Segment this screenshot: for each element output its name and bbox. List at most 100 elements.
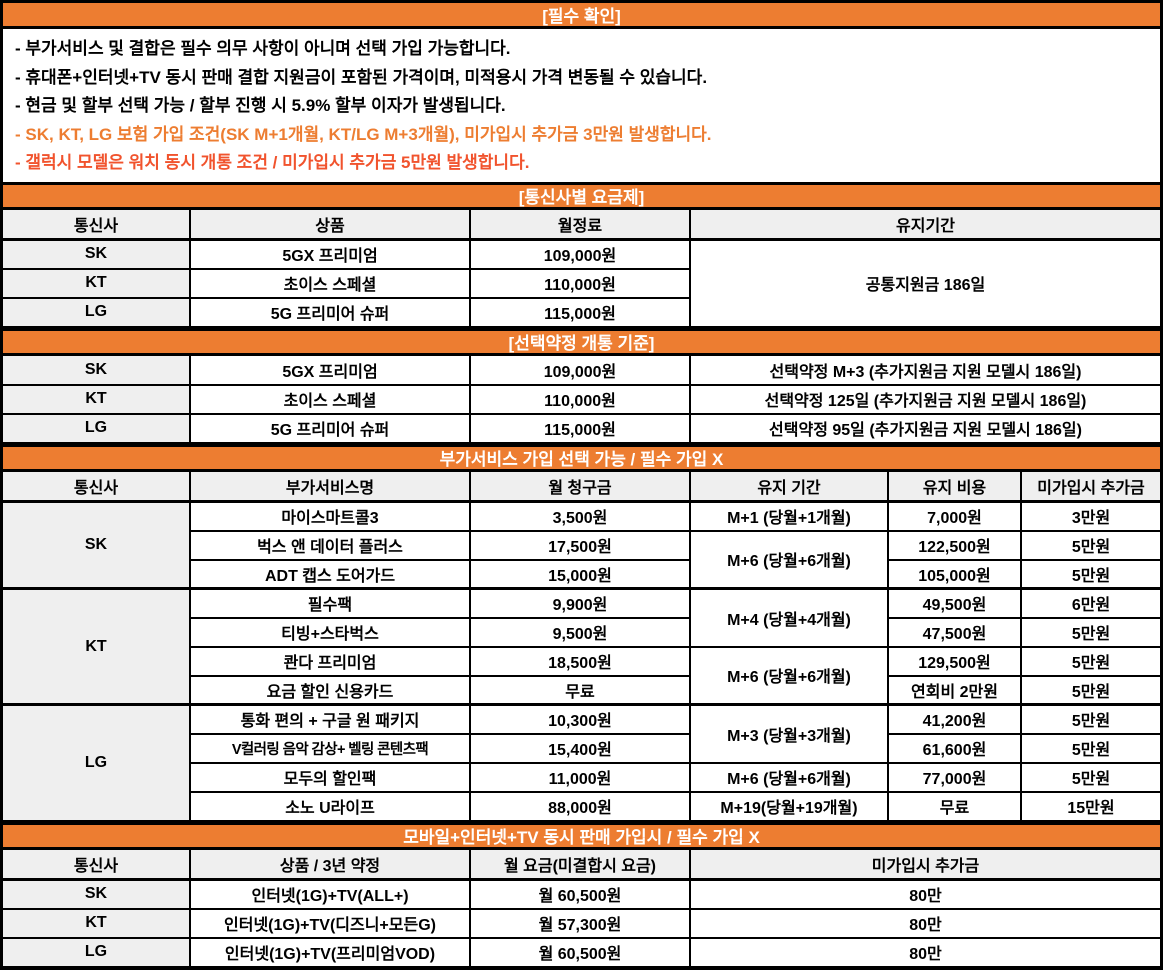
addons-table: 통신사 부가서비스명 월 청구금 유지 기간 유지 비용 미가입시 추가금 SK… [3,471,1160,822]
cell-carrier: SK [3,355,191,386]
cell-fee: 15,000원 [469,558,691,590]
table-header-row: 통신사 부가서비스명 월 청구금 유지 기간 유지 비용 미가입시 추가금 [3,471,1160,503]
cell-bundle-product: 인터넷(1G)+TV(프리미엄VOD) [189,936,471,967]
cell-bundle-product: 인터넷(1G)+TV(디즈니+모든G) [189,907,471,939]
cell-price: 110,000원 [469,267,690,299]
cell-carrier: KT [3,907,191,939]
cell-penalty: 5만원 [1020,732,1160,764]
col-header-carrier: 통신사 [3,471,191,503]
table-row: 콴다 프리미엄 18,500원 M+6 (당월+6개월) 129,500원 5만… [3,645,1160,706]
cell-price: 109,000원 [469,355,691,386]
cell-addon-name: 모두의 할인팩 [190,761,471,793]
cell-penalty: 5만원 [1020,645,1160,677]
cell-penalty: 15만원 [1020,790,1160,822]
cell-product: 5G 프리미어 슈퍼 [189,296,471,328]
cell-carrier: SK [3,238,191,270]
table-row: 모두의 할인팩 11,000원 M+6 (당월+6개월) 77,000원 5만원 [3,761,1160,793]
bundle-table: 통신사 상품 / 3년 약정 월 요금(미결합시 요금) 미가입시 추가금 SK… [3,849,1160,967]
table-row: 소노 U라이프 88,000원 M+19(당월+19개월) 무료 15만원 [3,790,1160,822]
cell-addon-name: V컬러링 음악 감상+ 벨링 콘텐츠팩 [190,732,471,764]
cell-fee: 88,000원 [469,790,691,822]
cell-product: 초이스 스페셜 [189,267,471,299]
cell-contract-terms: 선택약정 125일 (추가지원금 지원 모델시 186일) [689,383,1160,415]
cell-price: 월 60,500원 [469,936,691,967]
cell-penalty: 80만 [689,878,1160,910]
banner-title: 모바일+인터넷+TV 동시 판매 가입시 / 필수 가입 X [403,828,760,847]
table-row: SK 5GX 프리미엄 109,000원 공통지원금 186일 [3,238,1160,328]
cell-cost: 77,000원 [887,761,1022,793]
cell-price: 월 60,500원 [469,878,691,910]
col-header-penalty: 미가입시 추가금 [689,849,1160,881]
col-header-monthly-fee: 월정료 [469,209,691,241]
col-header-monthly-fee: 월 요금(미결합시 요금) [469,849,691,881]
notice-item: - 현금 및 할부 선택 가능 / 할부 진행 시 5.9% 할부 이자가 발생… [15,96,506,115]
table-row: KT 인터넷(1G)+TV(디즈니+모든G) 월 57,300원 80만 [3,907,1160,939]
table-row: KT 초이스 스페셜 110,000원 [3,267,1160,299]
col-header-monthly-charge: 월 청구금 [469,471,691,503]
cell-addon-name: 통화 편의 + 구글 원 패키지 [189,703,471,735]
cell-product: 5GX 프리미엄 [189,238,471,270]
cell-carrier: SK [3,878,191,910]
table-row: KT 필수팩 9,900원 M+4 (당월+4개월) 49,500원 6만원 [3,587,1160,706]
cell-price: 115,000원 [469,412,691,444]
cell-price: 115,000원 [469,296,690,328]
cell-price: 110,000원 [469,383,691,415]
cell-carrier: KT [3,267,191,299]
col-header-keep-cost: 유지 비용 [887,471,1022,503]
table-row: SK 마이스마트콜3 3,500원 M+1 (당월+1개월) 7,000원 3만… [3,500,1160,590]
cell-penalty: 3만원 [1020,500,1160,532]
cell-product: 5GX 프리미엄 [189,355,471,386]
notice-item-galaxy-watch: - 갤럭시 모델은 워치 동시 개통 조건 / 미가입시 추가금 5만원 발생합… [15,153,530,172]
cell-cost: 122,500원 [887,529,1022,561]
cell-addon-name: 소노 U라이프 [190,790,471,822]
cell-cost: 7,000원 [887,500,1022,532]
cell-cost: 61,600원 [887,732,1022,764]
cell-period: M+3 (당월+3개월) [689,703,889,764]
cell-penalty: 6만원 [1020,587,1160,619]
table-row: 벅스 앤 데이터 플러스 17,500원 M+6 (당월+6개월) 122,50… [3,529,1160,590]
table-row: SK 인터넷(1G)+TV(ALL+) 월 60,500원 80만 [3,878,1160,910]
cell-shared-period: 공통지원금 186일 [689,238,1160,328]
table-row: KT 초이스 스페셜 110,000원 선택약정 125일 (추가지원금 지원 … [3,383,1160,415]
cell-fee: 9,900원 [469,587,691,619]
table-row: LG 5G 프리미어 슈퍼 115,000원 [3,296,1160,328]
cell-period: M+6 (당월+6개월) [689,645,889,706]
cell-addon-name: 필수팩 [189,587,471,619]
cell-price: 109,000원 [469,238,691,270]
cell-cost: 41,200원 [887,703,1022,735]
cell-contract-terms: 선택약정 M+3 (추가지원금 지원 모델시 186일) [689,355,1160,386]
notice-item-insurance: - SK, KT, LG 보험 가입 조건(SK M+1개월, KT/LG M+… [15,124,712,144]
cell-addon-name: 마이스마트콜3 [189,500,471,532]
col-header-carrier: 통신사 [3,849,191,881]
notice-item: - 부가서비스 및 결합은 필수 의무 사항이 아니며 선택 가입 가능합니다. [15,39,511,58]
section-banner-carrier-plans: [통신사별 요금제] [3,181,1160,210]
banner-title: [필수 확인] [542,7,621,26]
cell-addon-name: 벅스 앤 데이터 플러스 [190,529,471,561]
cell-carrier-lg: LG [3,703,191,822]
banner-title: [선택약정 개통 기준] [508,334,655,353]
cell-fee: 15,400원 [469,732,691,764]
cell-cost: 129,500원 [887,645,1022,677]
cell-penalty: 80만 [689,936,1160,967]
cell-carrier-kt: KT [3,587,191,706]
table-row: ADT 캡스 도어가드 15,000원 105,000원 5만원 [3,558,1160,590]
cell-fee: 3,500원 [469,500,691,532]
cell-penalty: 5만원 [1020,558,1160,590]
cell-price: 월 57,300원 [469,907,691,939]
cell-bundle-product: 인터넷(1G)+TV(ALL+) [189,878,471,910]
cell-penalty: 5만원 [1020,674,1160,706]
select-contract-table: SK 5GX 프리미엄 109,000원 선택약정 M+3 (추가지원금 지원 … [3,355,1160,444]
banner-title: 부가서비스 가입 선택 가능 / 필수 가입 X [439,450,724,469]
cell-carrier: LG [3,296,191,328]
cell-penalty: 5만원 [1020,529,1160,561]
cell-fee: 11,000원 [469,761,691,793]
cell-cost: 연회비 2만원 [887,674,1022,706]
col-header-addon-name: 부가서비스명 [189,471,471,503]
cell-carrier: LG [3,936,191,967]
cell-fee: 17,500원 [469,529,691,561]
table-row: 티빙+스타벅스 9,500원 47,500원 5만원 [3,616,1160,648]
cell-cost: 49,500원 [887,587,1022,619]
table-row: LG 통화 편의 + 구글 원 패키지 10,300원 M+3 (당월+3개월)… [3,703,1160,822]
cell-carrier: KT [3,383,191,415]
